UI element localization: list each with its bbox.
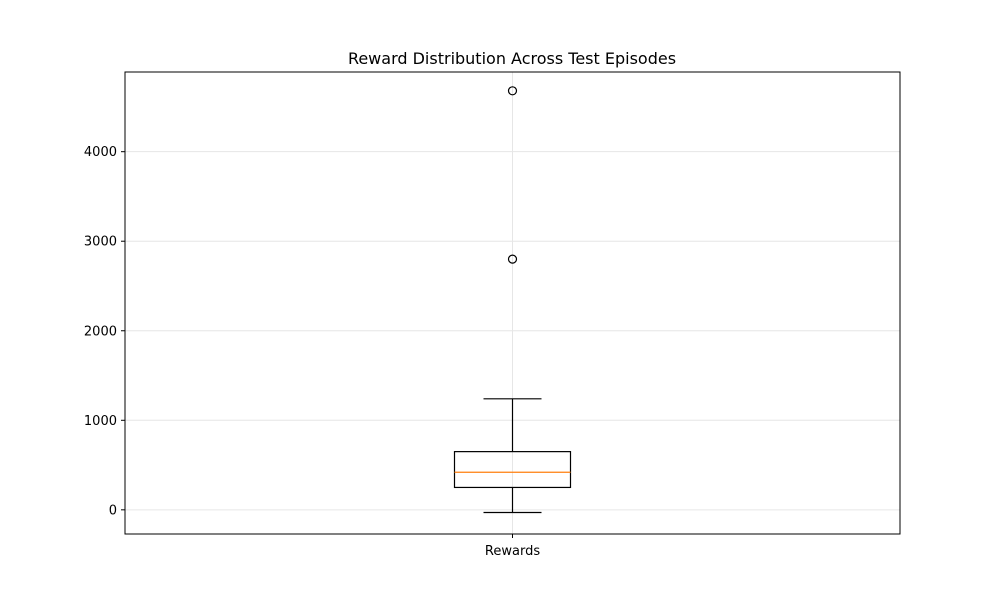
outlier-point — [507, 86, 518, 96]
y-tick-label: 3000 — [84, 235, 117, 250]
outlier-point — [507, 254, 518, 264]
iqr-box — [453, 451, 572, 489]
y-tick-label: 4000 — [84, 145, 117, 160]
x-tick-label: Rewards — [485, 544, 540, 559]
y-tick-label: 1000 — [84, 414, 117, 429]
axis-layer: 0 1000 2000 3000 4000 Rewards — [84, 145, 540, 559]
chart-title: Reward Distribution Across Test Episodes — [348, 49, 676, 68]
plot-layer — [453, 86, 572, 514]
y-tick-label: 0 — [109, 503, 117, 518]
y-tick-label: 2000 — [84, 324, 117, 339]
grid-layer — [125, 72, 900, 534]
